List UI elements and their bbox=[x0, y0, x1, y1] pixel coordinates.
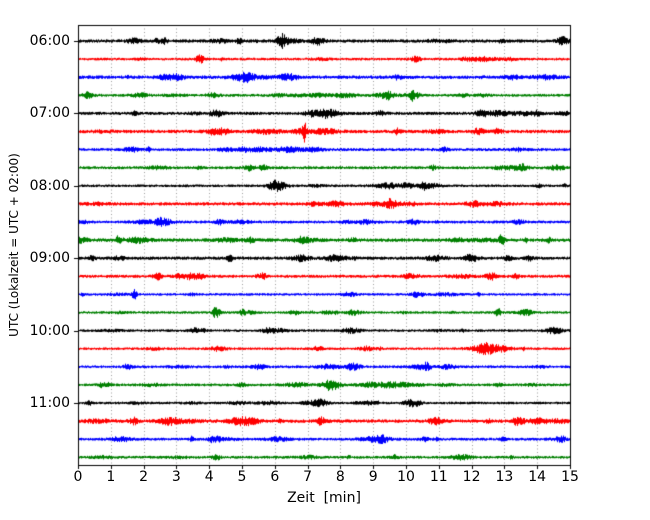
x-tick-label: 2 bbox=[139, 469, 149, 485]
x-tick-label: 6 bbox=[270, 469, 280, 485]
x-tick-label: 12 bbox=[462, 469, 481, 485]
x-tick-label: 14 bbox=[528, 469, 547, 485]
x-tick-label: 15 bbox=[561, 469, 579, 485]
y-hour-label: 08:00 bbox=[29, 177, 70, 194]
y-hour-label: 10:00 bbox=[29, 322, 70, 339]
y-hour-label: 07:00 bbox=[29, 105, 70, 122]
x-tick-label: 8 bbox=[335, 469, 345, 485]
x-tick-label: 13 bbox=[495, 469, 514, 485]
x-tick-label: 7 bbox=[303, 469, 313, 485]
x-tick-label: 4 bbox=[204, 469, 214, 485]
x-tick-label: 3 bbox=[171, 469, 181, 485]
x-tick-label: 9 bbox=[368, 469, 378, 485]
y-hour-label: 11:00 bbox=[29, 395, 70, 411]
y-hour-label: 09:00 bbox=[29, 250, 70, 267]
x-tick-label: 1 bbox=[106, 469, 116, 485]
x-axis-label: Zeit [min] bbox=[287, 490, 361, 506]
x-tick-label: 0 bbox=[73, 469, 83, 485]
y-hour-label: 06:00 bbox=[29, 33, 70, 49]
x-tick-label: 11 bbox=[429, 469, 448, 485]
x-tick-label: 5 bbox=[237, 469, 247, 485]
x-tick-label: 10 bbox=[397, 469, 415, 485]
